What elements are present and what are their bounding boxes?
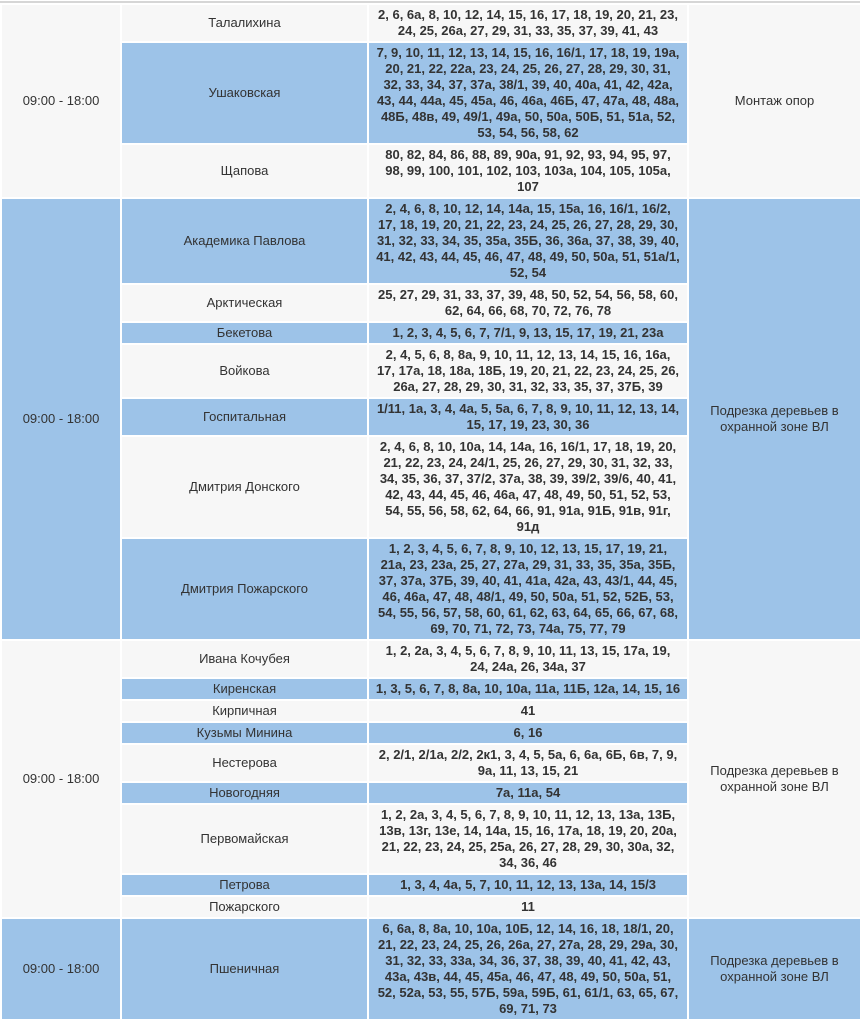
street-name-cell: Новогодняя [120, 781, 369, 805]
time-cell: 09:00 - 18:00 [0, 197, 122, 641]
table-row: 09:00 - 18:00 Талалихина 2, 6, 6а, 8, 10, … [0, 3, 860, 199]
table-row: Нестерова 2, 2/1, 2/1а, 2/2, 2к1, 3, 4, 5… [1, 743, 860, 783]
street-name-cell: Войкова [120, 343, 369, 399]
house-numbers-cell: 1, 2, 3, 4, 5, 6, 7, 8, 9, 10, 12, 13, 1… [367, 537, 689, 641]
house-numbers-cell: 2, 4, 6, 8, 10, 12, 14, 14а, 15, 15а, 16… [367, 197, 689, 285]
street-name-cell: Нестерова [120, 743, 369, 783]
street-name-cell: Бекетова [120, 321, 369, 345]
time-cell: 09:00 - 18:00 [0, 917, 122, 1021]
outage-table: 09:00 - 18:00 Талалихина 2, 6, 6а, 8, 10, … [0, 3, 860, 1021]
house-numbers-cell: 25, 27, 29, 31, 33, 37, 39, 48, 50, 52, … [367, 283, 689, 323]
street-name-cell: Щапова [120, 143, 369, 199]
house-numbers-cell: 1, 3, 4, 4а, 5, 7, 10, 11, 12, 13, 13а, … [367, 873, 689, 897]
table-row: Бекетова 1, 2, 3, 4, 5, 6, 7, 7/1, 9, 13,… [1, 321, 860, 345]
street-name-cell: Госпитальная [120, 397, 369, 437]
time-cell: 09:00 - 18:00 [0, 3, 122, 199]
house-numbers-cell: 11 [367, 895, 689, 919]
table-row: Киренская 1, 3, 5, 6, 7, 8, 8а, 10, 10а, … [1, 677, 860, 701]
house-numbers-cell: 41 [367, 699, 689, 723]
street-name-cell: Пшеничная [120, 917, 369, 1021]
work-type-cell: Монтаж опор [687, 3, 860, 199]
table-row: Арктическая 25, 27, 29, 31, 33, 37, 39, 4… [1, 283, 860, 323]
work-type-cell: Подрезка деревьев в охранной зоне ВЛ [687, 917, 860, 1021]
house-numbers-cell: 1, 2, 2а, 3, 4, 5, 6, 7, 8, 9, 10, 11, 1… [367, 639, 689, 679]
house-numbers-cell: 80, 82, 84, 86, 88, 89, 90а, 91, 92, 93,… [367, 143, 689, 199]
table-row: 09:00 - 18:00 Академика Павлова 2, 4, 6, 8… [0, 197, 860, 641]
street-name-cell: Академика Павлова [120, 197, 369, 285]
street-name-cell: Арктическая [120, 283, 369, 323]
outage-table-body: 09:00 - 18:00 Талалихина 2, 6, 6а, 8, 10, … [0, 3, 860, 1021]
house-numbers-cell: 7, 9, 10, 11, 12, 13, 14, 15, 16, 16/1, … [367, 41, 689, 145]
time-cell: 09:00 - 18:00 [0, 639, 122, 919]
street-name-cell: Ушаковская [120, 41, 369, 145]
house-numbers-cell: 7а, 11а, 54 [367, 781, 689, 805]
table-row: Новогодняя 7а, 11а, 54 [1, 781, 860, 805]
table-row: Щапова 80, 82, 84, 86, 88, 89, 90а, 91, 9… [1, 143, 860, 199]
house-numbers-cell: 6, 16 [367, 721, 689, 745]
street-name-cell: Талалихина [120, 3, 369, 43]
street-name-cell: Петрова [120, 873, 369, 897]
house-numbers-cell: 1/11, 1а, 3, 4, 4а, 5, 5а, 6, 7, 8, 9, 1… [367, 397, 689, 437]
house-numbers-cell: 1, 3, 5, 6, 7, 8, 8а, 10, 10а, 11а, 11Б,… [367, 677, 689, 701]
table-row: 09:00 - 18:00 Ивана Кочубея 1, 2, 2а, 3, 4… [0, 639, 860, 919]
street-name-cell: Пожарского [120, 895, 369, 919]
house-numbers-cell: 2, 2/1, 2/1а, 2/2, 2к1, 3, 4, 5, 5а, 6, … [367, 743, 689, 783]
house-numbers-cell: 1, 2, 3, 4, 5, 6, 7, 7/1, 9, 13, 15, 17,… [367, 321, 689, 345]
work-type-cell: Подрезка деревьев в охранной зоне ВЛ [687, 639, 860, 919]
table-row: 09:00 - 18:00 Пшеничная 6, 6а, 8, 8а, 10, … [0, 917, 860, 1021]
work-type-cell: Подрезка деревьев в охранной зоне ВЛ [687, 197, 860, 641]
street-name-cell: Кузьмы Минина [120, 721, 369, 745]
street-name-cell: Ивана Кочубея [120, 639, 369, 679]
table-row: Госпитальная 1/11, 1а, 3, 4, 4а, 5, 5а, 6… [1, 397, 860, 437]
table-row: Дмитрия Донского 2, 4, 6, 8, 10, 10а, 14,… [1, 435, 860, 539]
table-row: Ушаковская 7, 9, 10, 11, 12, 13, 14, 15, … [1, 41, 860, 145]
table-row: Дмитрия Пожарского 1, 2, 3, 4, 5, 6, 7, 8… [1, 537, 860, 641]
table-row: Войкова 2, 4, 5, 6, 8, 8а, 9, 10, 11, 12,… [1, 343, 860, 399]
house-numbers-cell: 1, 2, 2а, 3, 4, 5, 6, 7, 8, 9, 10, 11, 1… [367, 803, 689, 875]
house-numbers-cell: 2, 4, 6, 8, 10, 10а, 14, 14а, 16, 16/1, … [367, 435, 689, 539]
table-row: Кирпичная 41 [1, 699, 860, 723]
house-numbers-cell: 2, 4, 5, 6, 8, 8а, 9, 10, 11, 12, 13, 14… [367, 343, 689, 399]
street-name-cell: Дмитрия Пожарского [120, 537, 369, 641]
street-name-cell: Кирпичная [120, 699, 369, 723]
table-row: Кузьмы Минина 6, 16 [1, 721, 860, 745]
house-numbers-cell: 6, 6а, 8, 8а, 10, 10а, 10Б, 12, 14, 16, … [367, 917, 689, 1021]
street-name-cell: Киренская [120, 677, 369, 701]
street-name-cell: Дмитрия Донского [120, 435, 369, 539]
house-numbers-cell: 2, 6, 6а, 8, 10, 12, 14, 15, 16, 17, 18,… [367, 3, 689, 43]
street-name-cell: Первомайская [120, 803, 369, 875]
